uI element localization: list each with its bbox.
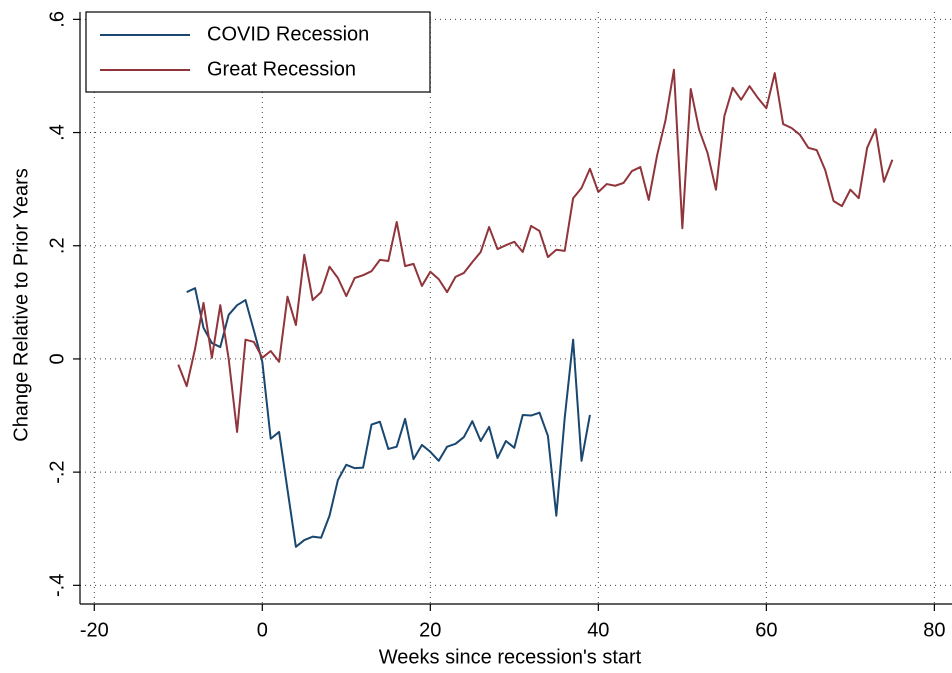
x-tick-label: 20 (419, 619, 441, 641)
x-tick-label: 60 (755, 619, 777, 641)
legend-label: COVID Recession (207, 23, 369, 45)
y-tick-label: -.2 (46, 460, 68, 483)
series-line (177, 68, 894, 433)
y-tick-label: .4 (46, 124, 68, 141)
y-axis-label: Change Relative to Prior Years (10, 168, 32, 442)
y-tick-label: .6 (46, 11, 68, 28)
x-axis-label: Weeks since recession's start (379, 646, 642, 668)
x-tick-label: 0 (257, 619, 268, 641)
legend-box (85, 11, 431, 93)
y-tick-label: 0 (46, 353, 68, 364)
legend: COVID Recession Great Recession (85, 11, 431, 93)
y-tick-label: -.4 (46, 574, 68, 597)
x-tick-label: -20 (80, 619, 109, 641)
x-tick-label: 80 (923, 619, 945, 641)
series-line (186, 287, 591, 548)
legend-label: Great Recession (207, 58, 356, 80)
x-tick-label: 40 (587, 619, 609, 641)
y-tick-label: .2 (46, 237, 68, 254)
